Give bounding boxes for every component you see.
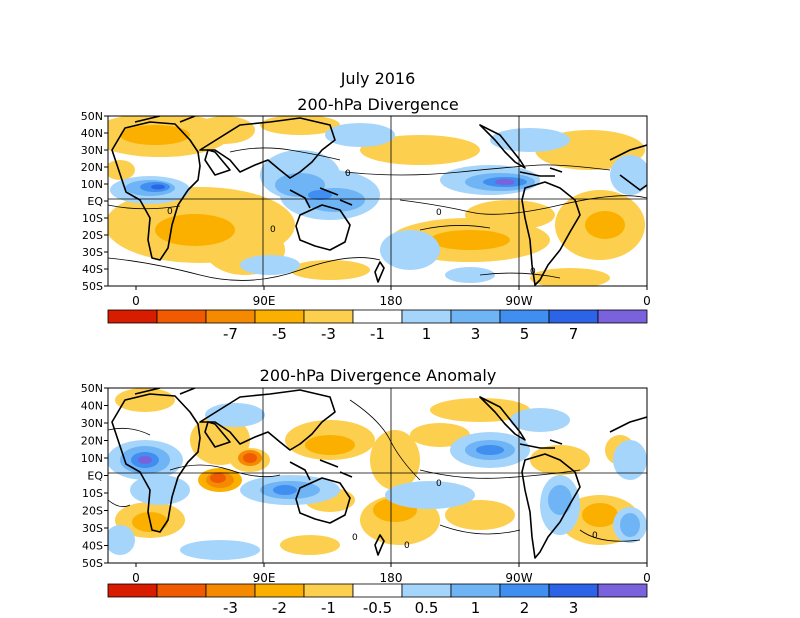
colorbar-label: -3	[223, 599, 238, 617]
panel-title-divergence: 200-hPa Divergence	[297, 95, 458, 114]
anomaly-field: 0 0 0 0	[108, 388, 647, 563]
lat-tick-label: 10N	[81, 178, 103, 191]
colorbar-label: 1	[471, 599, 481, 617]
lat-tick-label: 50S	[82, 557, 103, 570]
lon-tick-label: 0	[643, 294, 651, 308]
contour-label: 0	[592, 531, 598, 541]
contour-label: 0	[167, 207, 173, 217]
colorbar-swatch	[450, 583, 501, 598]
colorbar-swatch	[548, 309, 599, 324]
colorbar-swatch	[156, 583, 207, 598]
contour-label: 0	[530, 267, 536, 277]
contour-label: 0	[404, 541, 410, 551]
lon-tick-label: 0	[643, 571, 651, 585]
lon-tick-label: 0	[132, 294, 140, 308]
lat-tick-label: 30S	[82, 246, 103, 259]
colorbar-swatch	[254, 583, 305, 598]
colorbar-label: 2	[520, 599, 530, 617]
contour-label: 0	[436, 479, 442, 489]
figure-title: July 2016	[340, 69, 416, 88]
lon-tick-label: 90W	[505, 571, 532, 585]
colorbar-label: 5	[520, 325, 530, 343]
colorbar-swatch	[401, 583, 452, 598]
colorbar-swatch	[597, 309, 648, 324]
colorbar-swatch	[548, 583, 599, 598]
lat-tick-label: 40N	[81, 127, 103, 140]
panel-title-anomaly: 200-hPa Divergence Anomaly	[260, 366, 497, 385]
lat-tick-label: 30N	[81, 144, 103, 157]
lat-tick-label: 20S	[82, 505, 103, 518]
colorbar-swatch	[401, 309, 452, 324]
lat-tick-label: EQ	[87, 470, 103, 483]
colorbar-swatch	[352, 309, 403, 324]
lat-tick-label: 30S	[82, 522, 103, 535]
colorbar-swatch	[303, 309, 354, 324]
colorbar-label: -5	[272, 325, 287, 343]
lat-tick-label: EQ	[87, 195, 103, 208]
lon-tick-label: 90E	[253, 571, 276, 585]
colorbar-swatch	[303, 583, 354, 598]
colorbar-swatch	[597, 583, 648, 598]
colorbar-swatch	[352, 583, 403, 598]
colorbar-label: -0.5	[363, 599, 392, 617]
lat-tick-label: 50N	[81, 110, 103, 123]
colorbar-swatch	[499, 583, 550, 598]
lon-tick-label: 0	[132, 571, 140, 585]
colorbar-swatch	[156, 309, 207, 324]
lat-tick-label: 20N	[81, 435, 103, 448]
lat-tick-label: 20S	[82, 229, 103, 242]
colorbar-label: 7	[569, 325, 579, 343]
lon-tick-label: 90W	[505, 294, 532, 308]
lat-tick-label: 50S	[82, 280, 103, 293]
panel-divergence-anomaly: 200-hPa Divergence Anomaly	[81, 366, 651, 617]
lon-tick-label: 180	[380, 571, 403, 585]
lat-tick-label: 40N	[81, 400, 103, 413]
colorbar-label: 0.5	[415, 599, 439, 617]
lon-axis-anomaly: 0 90E 180 90W 0	[132, 563, 651, 585]
lat-axis-anomaly: 50N 40N 30N 20N 10N EQ 10S 20S 30S 40S 50S	[81, 382, 108, 570]
colorbar-swatch	[205, 309, 256, 324]
colorbar-label: 1	[422, 325, 432, 343]
lat-axis-divergence: 50N 40N 30N 20N 10N EQ 10S 20S 30S 40S 50S	[81, 110, 108, 293]
divergence-field: 0 0 0 0 0	[108, 116, 647, 286]
colorbar-swatch	[254, 309, 305, 324]
lat-tick-label: 10S	[82, 487, 103, 500]
lon-axis-divergence: 0 90E 180 90W 0	[132, 286, 651, 308]
colorbar-swatch	[107, 309, 158, 324]
contour-label: 0	[352, 533, 358, 543]
colorbar-label: 3	[569, 599, 579, 617]
lat-tick-label: 30N	[81, 417, 103, 430]
lat-tick-label: 10N	[81, 452, 103, 465]
contour-label: 0	[436, 208, 442, 218]
colorbar-label: -3	[321, 325, 336, 343]
contour-label: 0	[345, 169, 351, 179]
colorbar-label: -2	[272, 599, 287, 617]
colorbar-label: -7	[223, 325, 238, 343]
colorbar-label: -1	[321, 599, 336, 617]
lat-tick-label: 40S	[82, 540, 103, 553]
colorbar-divergence: -7 -5 -3 -1 1 3 5 7	[107, 309, 648, 343]
colorbar-swatch	[205, 583, 256, 598]
lat-tick-label: 10S	[82, 212, 103, 225]
colorbar-swatch	[450, 309, 501, 324]
panel-divergence: 200-hPa Divergence	[81, 95, 651, 343]
lat-tick-label: 50N	[81, 382, 103, 395]
lat-tick-label: 40S	[82, 263, 103, 276]
colorbar-anomaly: -3 -2 -1 -0.5 0.5 1 2 3	[107, 583, 648, 617]
colorbar-swatch	[499, 309, 550, 324]
lon-tick-label: 90E	[253, 294, 276, 308]
contour-label: 0	[270, 225, 276, 235]
colorbar-label: -1	[370, 325, 385, 343]
colorbar-swatch	[107, 583, 158, 598]
lat-tick-label: 20N	[81, 161, 103, 174]
lon-tick-label: 180	[380, 294, 403, 308]
colorbar-label: 3	[471, 325, 481, 343]
